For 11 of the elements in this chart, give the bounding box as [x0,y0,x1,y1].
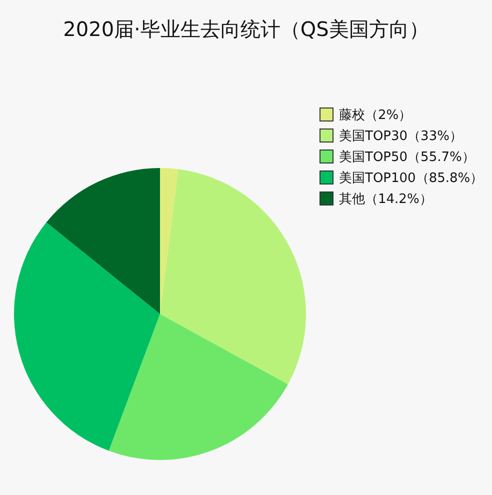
pie-slice [46,168,160,314]
pie-slice [160,169,306,384]
legend-label: 美国TOP50（55.7%） [339,149,475,165]
pie-slice [160,168,178,314]
pie-slice [108,314,288,460]
legend-label: 美国TOP30（33%） [339,128,462,144]
legend-label: 其他（14.2%） [339,192,432,207]
pie-slice [14,222,160,451]
chart-title: 2020届·毕业生去向统计（QS美国方向） [63,17,429,41]
legend-label: 美国TOP100（85.8%） [339,170,484,186]
legend-label: 藤校（2%） [339,108,412,123]
